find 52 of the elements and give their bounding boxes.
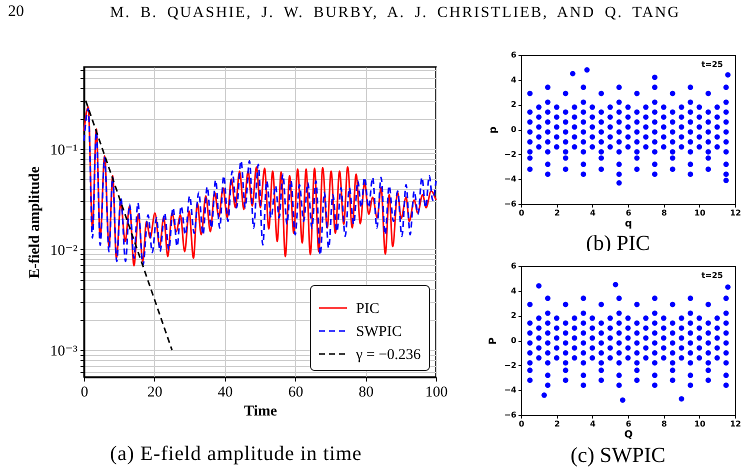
x-axis-title: q: [624, 218, 632, 230]
legend-label: SWPIC: [356, 324, 402, 340]
x-tick-label: 8: [661, 208, 668, 218]
y-tick-label: 0: [510, 125, 517, 134]
x-tick-label: 12: [730, 208, 742, 218]
y-tick-label: −4: [504, 174, 517, 184]
x-tick-label: 20: [147, 384, 162, 400]
x-axis-title: Time: [244, 404, 278, 420]
y-tick-label: 2: [510, 100, 516, 110]
y-tick-label: −2: [504, 360, 516, 370]
y-tick-label: 0: [510, 336, 517, 345]
y-tick-label: −4: [504, 386, 517, 395]
y-tick-label: 10⁻¹: [50, 142, 78, 158]
x-tick-label: 2: [554, 420, 560, 428]
y-tick-label: 10⁻²: [50, 242, 78, 259]
text: (c) SWPIC: [570, 443, 666, 468]
y-tick-label: −6: [504, 200, 517, 208]
x-tick-label: 10: [694, 208, 706, 218]
x-tick-label: 8: [661, 420, 668, 428]
x-tick-label: 4: [590, 420, 596, 428]
x-tick-label: 10: [694, 420, 706, 428]
annotation: t=25: [701, 271, 723, 281]
x-tick-label: 4: [590, 208, 596, 218]
y-tick-label: 4: [510, 75, 517, 84]
x-axis-title: Q: [624, 430, 633, 440]
x-tick-label: 12: [730, 420, 742, 428]
x-tick-label: 40: [218, 384, 233, 400]
text: M. B. QUASHIE, J. W. BURBY, A. J. CHRISTLIEB, AND Q. TANG: [110, 4, 680, 22]
y-tick-label: 2: [510, 311, 516, 320]
x-tick-label: 6: [626, 208, 632, 218]
x-tick-label: 0: [518, 208, 525, 218]
y-axis-title: E-field amplitude: [27, 166, 44, 279]
annotation: t=25: [701, 60, 723, 70]
x-tick-label: 60: [288, 384, 304, 400]
y-tick-label: −6: [504, 410, 517, 420]
x-tick-label: 100: [425, 384, 448, 400]
x-tick-label: 80: [358, 384, 374, 400]
y-tick-label: −2: [504, 150, 516, 159]
y-tick-label: 10⁻³: [50, 344, 78, 360]
text: 20: [8, 3, 24, 21]
x-tick-label: 0: [518, 420, 525, 428]
legend-label: PIC: [356, 301, 380, 317]
y-axis-title: P: [488, 337, 500, 345]
text: (a) E-field amplitude in time: [110, 443, 362, 466]
x-tick-label: 0: [80, 384, 88, 400]
y-axis-title: p: [488, 126, 500, 134]
y-tick-label: 6: [510, 50, 517, 60]
legend-label: γ = −0.236: [355, 347, 422, 363]
y-tick-label: 6: [510, 262, 517, 270]
x-tick-label: 6: [626, 420, 632, 428]
x-tick-label: 2: [554, 208, 560, 218]
y-tick-label: 4: [510, 286, 517, 296]
